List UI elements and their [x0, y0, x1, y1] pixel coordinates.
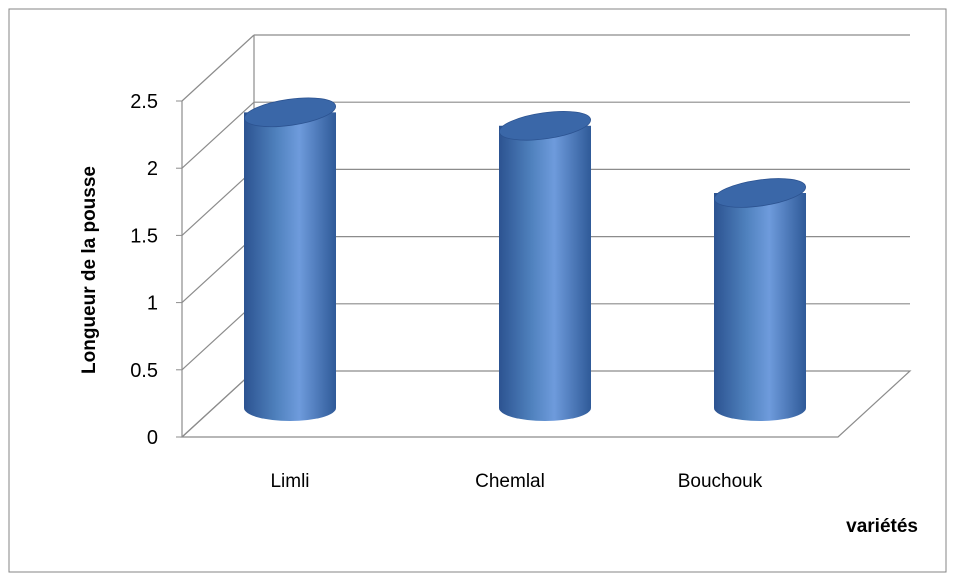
bar-top	[714, 178, 806, 208]
x-category-label: Limli	[270, 471, 309, 492]
y-tick-label: 2	[147, 158, 158, 180]
bar-body	[714, 192, 806, 421]
bars-group	[244, 97, 806, 421]
x-axis-title: variétés	[846, 516, 918, 537]
x-category-label: Bouchouk	[678, 471, 763, 492]
y-axis-title: Longueur de la pousse	[79, 166, 100, 374]
side-gridline	[181, 101, 255, 169]
y-tick-label: 0.5	[130, 360, 158, 382]
side-gridline	[181, 370, 255, 438]
x-category-labels: Limli Chemlal Bouchouk	[270, 471, 762, 492]
bar-bouchouk	[714, 178, 806, 421]
bar-body	[244, 112, 336, 421]
side-gridline	[181, 168, 255, 236]
side-gridline	[181, 34, 255, 102]
y-tick-label: 1.5	[130, 225, 158, 247]
bar-top	[499, 110, 591, 141]
bar-body	[499, 125, 591, 421]
bar-chemlal	[499, 110, 591, 421]
y-tick-label: 0	[147, 427, 158, 449]
bar-top	[244, 97, 336, 128]
y-tick-label: 2.5	[130, 91, 158, 113]
bar-limli	[244, 97, 336, 421]
side-gridline	[181, 236, 255, 304]
side-gridline	[181, 303, 255, 371]
y-tick-labels: 0 0.5 1 1.5 2 2.5	[130, 91, 182, 449]
x-category-label: Chemlal	[475, 471, 545, 492]
y-tick-label: 1	[147, 293, 158, 315]
